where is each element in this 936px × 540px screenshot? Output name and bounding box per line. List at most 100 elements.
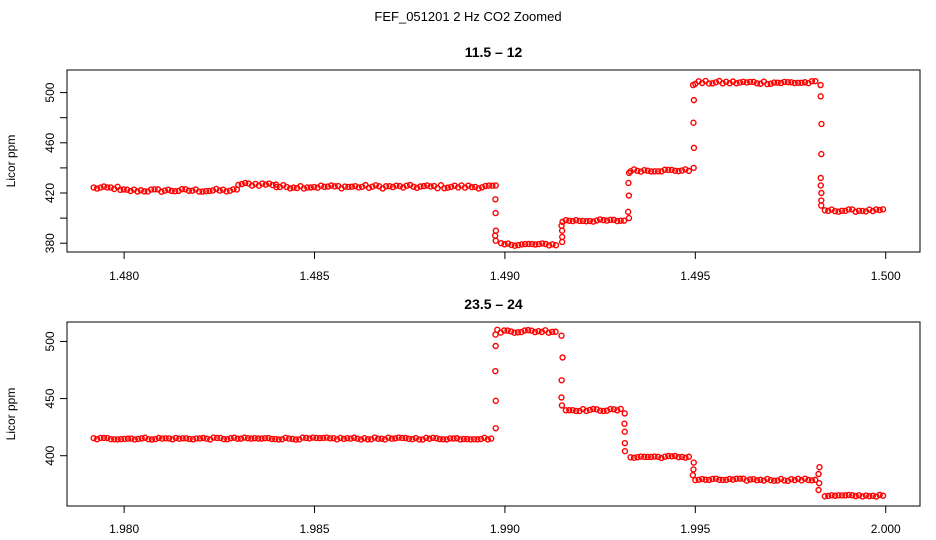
- y-tick-label: 450: [43, 388, 57, 408]
- chart-panel-1: 11.5 – 12 Licor ppm 1.480 1.485 1.490 1.495 1.…: [4, 44, 921, 283]
- data-point: [217, 434, 224, 442]
- data-point: [831, 207, 839, 215]
- data-point: [690, 144, 698, 152]
- data-point: [444, 184, 451, 191]
- data-point: [625, 169, 633, 177]
- data-point: [625, 179, 632, 187]
- data-point: [600, 407, 607, 415]
- y-tick-label: 420: [43, 183, 57, 203]
- data-point: [548, 328, 556, 336]
- data-point: [817, 182, 824, 189]
- data-point: [410, 183, 417, 190]
- data-point: [625, 192, 633, 199]
- data-point: [465, 182, 472, 189]
- data-point: [441, 184, 448, 192]
- data-point: [788, 475, 795, 483]
- data-point: [600, 216, 607, 224]
- data-point: [603, 217, 611, 224]
- data-point: [141, 188, 148, 195]
- data-point: [478, 184, 486, 191]
- data-point: [393, 182, 400, 189]
- data-point: [852, 492, 859, 500]
- data-point: [647, 168, 655, 175]
- data-point: [491, 232, 499, 239]
- data-point: [572, 216, 580, 224]
- data-point: [729, 476, 737, 483]
- data-point: [665, 166, 672, 174]
- data-point: [518, 328, 525, 336]
- data-point: [300, 185, 308, 192]
- data-point: [712, 79, 720, 86]
- data-point: [876, 491, 883, 499]
- data-point: [515, 241, 522, 249]
- data-point: [621, 439, 629, 447]
- data-point: [158, 188, 165, 195]
- data-point: [753, 476, 761, 484]
- data-point: [690, 119, 697, 126]
- data-point: [488, 435, 495, 442]
- data-point: [838, 492, 846, 499]
- data-point: [90, 434, 97, 442]
- data-point: [117, 435, 125, 443]
- data-point: [627, 454, 634, 461]
- data-point: [148, 436, 156, 443]
- data-point: [812, 77, 819, 85]
- data-point: [630, 166, 638, 173]
- data-point: [722, 78, 730, 85]
- data-point: [817, 93, 824, 100]
- data-point: [326, 435, 334, 442]
- data-point: [200, 434, 207, 442]
- data-point: [354, 435, 361, 442]
- data-point: [709, 80, 716, 87]
- data-point: [859, 493, 866, 500]
- data-point: [821, 493, 828, 500]
- data-point: [647, 453, 655, 461]
- x-tick-label: 1.990: [490, 522, 520, 536]
- data-point: [405, 435, 413, 443]
- data-point: [689, 471, 697, 479]
- data-point: [372, 182, 380, 189]
- data-point: [621, 420, 628, 427]
- data-point: [590, 405, 597, 413]
- data-point: [593, 406, 600, 413]
- data-point: [733, 475, 740, 482]
- data-point: [235, 181, 242, 189]
- data-point: [610, 216, 618, 224]
- data-point: [743, 477, 750, 484]
- data-point: [816, 479, 823, 487]
- data-point: [805, 476, 812, 484]
- data-point: [413, 184, 421, 192]
- data-point: [518, 241, 525, 248]
- data-point: [685, 167, 693, 175]
- data-point: [539, 240, 546, 247]
- data-point: [866, 492, 873, 500]
- data-point: [535, 328, 542, 335]
- data-point: [852, 208, 859, 215]
- data-point: [292, 436, 300, 443]
- data-point: [621, 410, 628, 417]
- data-point: [310, 183, 318, 191]
- data-point: [333, 436, 341, 443]
- data-point: [328, 182, 335, 189]
- data-point: [569, 217, 576, 225]
- data-point: [821, 207, 828, 214]
- data-point: [283, 183, 290, 191]
- data-point: [416, 436, 423, 443]
- data-point: [244, 435, 252, 442]
- data-point: [330, 435, 337, 442]
- data-point: [331, 183, 338, 190]
- data-point: [286, 185, 294, 192]
- data-point: [268, 435, 276, 443]
- y-tick-label: 380: [43, 233, 57, 253]
- data-point: [855, 207, 863, 214]
- data-point: [511, 329, 518, 336]
- data-point: [123, 186, 131, 193]
- data-point: [558, 402, 566, 409]
- data-point: [774, 477, 781, 484]
- data-point: [492, 331, 499, 338]
- data-point: [242, 179, 249, 187]
- x-tick-label: 1.495: [680, 269, 710, 283]
- data-point: [685, 453, 693, 460]
- data-point: [306, 435, 313, 442]
- data-point: [661, 453, 669, 460]
